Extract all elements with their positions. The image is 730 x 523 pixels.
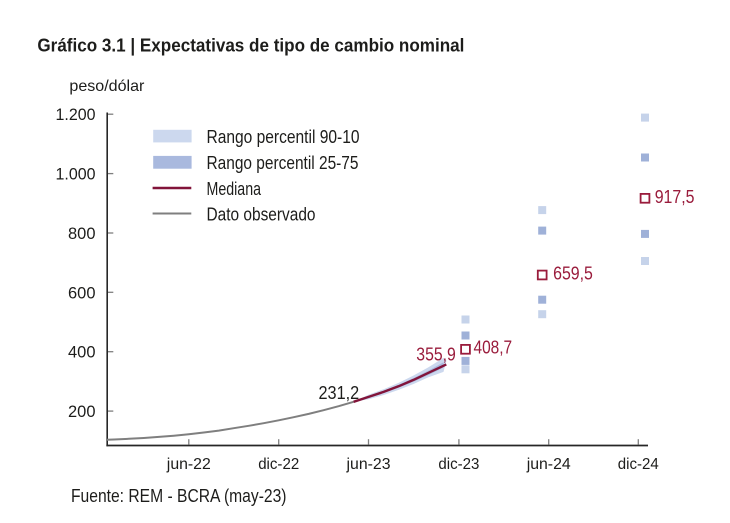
svg-text:231,2: 231,2	[319, 383, 360, 403]
svg-text:Mediana: Mediana	[207, 179, 262, 199]
svg-text:659,5: 659,5	[553, 264, 593, 284]
svg-text:408,7: 408,7	[474, 338, 513, 358]
svg-text:jun-24: jun-24	[526, 456, 571, 473]
svg-text:600: 600	[68, 283, 96, 302]
svg-text:1.200: 1.200	[56, 105, 96, 124]
svg-text:dic-22: dic-22	[258, 456, 299, 473]
svg-text:Rango percentil 90-10: Rango percentil 90-10	[207, 127, 360, 147]
svg-text:Fuente: REM - BCRA (may-23): Fuente: REM - BCRA (may-23)	[71, 486, 287, 506]
svg-text:dic-23: dic-23	[438, 456, 479, 473]
svg-text:jun-22: jun-22	[166, 456, 211, 473]
svg-text:400: 400	[68, 343, 96, 362]
svg-text:Dato observado: Dato observado	[207, 204, 316, 224]
svg-text:dic-24: dic-24	[618, 456, 659, 473]
svg-text:1.000: 1.000	[56, 165, 96, 184]
svg-text:peso/dólar: peso/dólar	[69, 78, 145, 95]
svg-text:917,5: 917,5	[655, 187, 695, 207]
svg-text:800: 800	[68, 224, 96, 243]
svg-text:jun-23: jun-23	[346, 456, 391, 473]
svg-text:200: 200	[68, 402, 96, 421]
svg-text:355,9: 355,9	[416, 344, 456, 364]
svg-text:Rango percentil 25-75: Rango percentil 25-75	[207, 153, 359, 173]
svg-text:Gráfico 3.1 | Expectativas de: Gráfico 3.1 | Expectativas de tipo de ca…	[37, 36, 464, 56]
